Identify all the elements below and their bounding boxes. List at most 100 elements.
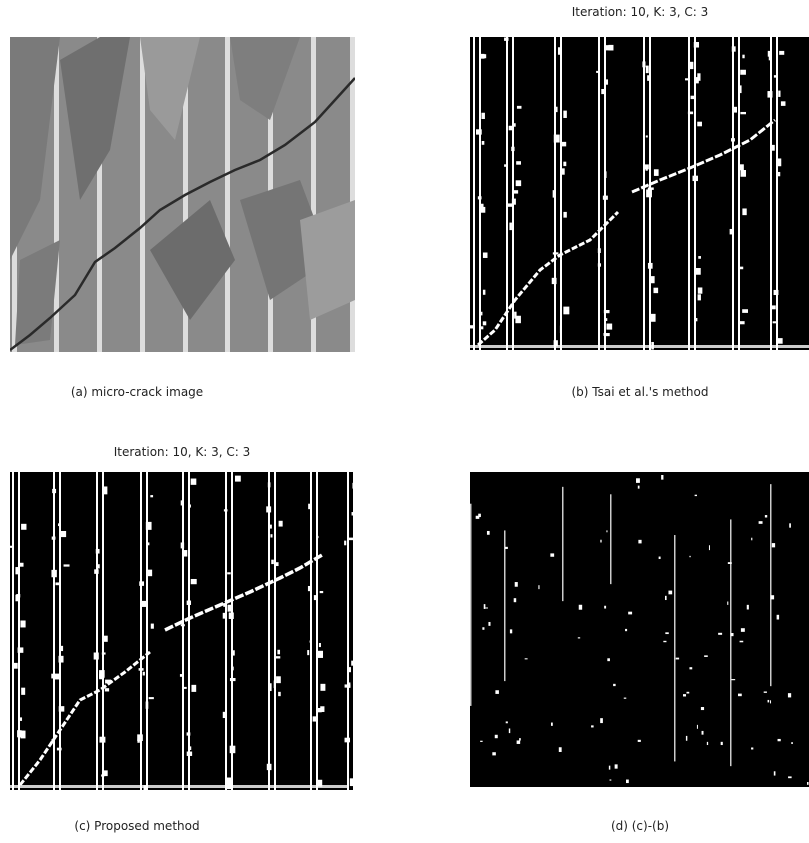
- texture: [788, 693, 791, 697]
- texture: [791, 742, 793, 744]
- texture: [789, 523, 791, 527]
- texture: [638, 540, 641, 544]
- texture: [613, 684, 616, 686]
- texture: [646, 135, 648, 137]
- texture: [643, 37, 645, 350]
- texture: [607, 658, 610, 661]
- texture: [479, 37, 481, 350]
- texture: [188, 472, 190, 790]
- texture: [102, 472, 104, 790]
- texture: [356, 488, 359, 493]
- texture: [600, 540, 601, 543]
- texture: [516, 180, 521, 186]
- texture: [550, 553, 554, 556]
- texture: [578, 637, 580, 638]
- texture: [276, 676, 281, 683]
- texture: [357, 479, 363, 482]
- texture: [697, 122, 702, 127]
- texture: [653, 288, 658, 293]
- texture: [683, 694, 686, 696]
- texture: [661, 475, 663, 480]
- texture: [318, 651, 323, 658]
- texture: [698, 294, 701, 300]
- texture: [741, 170, 746, 177]
- texture: [740, 641, 744, 643]
- texture: [353, 472, 355, 790]
- texture: [704, 655, 708, 657]
- texture: [807, 782, 809, 785]
- panel-title: Iteration: 10, K: 3, C: 3: [114, 445, 251, 459]
- texture: [554, 37, 556, 350]
- texture: [591, 725, 594, 727]
- texture: [727, 602, 728, 605]
- texture: [231, 472, 233, 790]
- texture: [772, 543, 775, 547]
- texture: [697, 73, 700, 81]
- texture: [654, 169, 659, 176]
- texture: [482, 141, 485, 145]
- texture: [517, 740, 521, 743]
- texture: [747, 605, 749, 610]
- texture: [316, 472, 318, 790]
- texture: [313, 716, 316, 721]
- texture: [151, 624, 154, 629]
- texture: [610, 494, 612, 584]
- texture: [560, 37, 562, 350]
- texture: [96, 472, 98, 790]
- texture: [191, 579, 197, 584]
- texture: [470, 345, 809, 348]
- texture: [604, 37, 606, 350]
- texture: [579, 605, 582, 610]
- texture: [636, 478, 640, 483]
- texture: [140, 472, 142, 790]
- texture: [688, 37, 690, 350]
- texture: [702, 731, 704, 735]
- texture: [270, 534, 272, 537]
- texture: [227, 572, 231, 574]
- texture: [519, 738, 521, 740]
- texture: [742, 208, 746, 215]
- texture: [562, 487, 564, 601]
- micro-crack-image: [10, 37, 355, 352]
- texture: [698, 256, 701, 259]
- texture: [610, 779, 612, 780]
- texture: [492, 752, 496, 755]
- texture: [551, 723, 553, 726]
- texture: [54, 37, 59, 352]
- texture: [563, 162, 566, 166]
- texture: [483, 321, 486, 325]
- texture: [625, 629, 627, 631]
- texture: [277, 650, 280, 655]
- texture: [495, 690, 499, 694]
- texture: [663, 641, 666, 642]
- texture: [509, 126, 512, 131]
- texture: [517, 106, 522, 109]
- texture: [148, 570, 152, 577]
- texture: [651, 342, 654, 350]
- texture: [538, 585, 539, 589]
- caption: (d) (c)-(b): [611, 819, 669, 833]
- texture: [638, 740, 641, 742]
- texture: [701, 707, 704, 710]
- texture: [473, 37, 475, 350]
- texture: [779, 51, 784, 55]
- texture: [559, 747, 562, 752]
- texture: [740, 70, 746, 75]
- texture: [143, 672, 145, 676]
- texture: [64, 564, 70, 566]
- texture: [689, 556, 690, 557]
- texture: [689, 667, 692, 669]
- texture: [770, 37, 772, 350]
- texture: [697, 725, 698, 729]
- texture: [690, 62, 693, 69]
- texture: [778, 739, 781, 741]
- texture: [778, 338, 783, 344]
- texture: [740, 112, 746, 114]
- texture: [15, 567, 18, 574]
- texture: [608, 45, 613, 51]
- texture: [506, 721, 508, 723]
- texture: [504, 530, 506, 681]
- texture: [482, 627, 484, 630]
- texture: [487, 531, 490, 535]
- texture: [626, 780, 629, 784]
